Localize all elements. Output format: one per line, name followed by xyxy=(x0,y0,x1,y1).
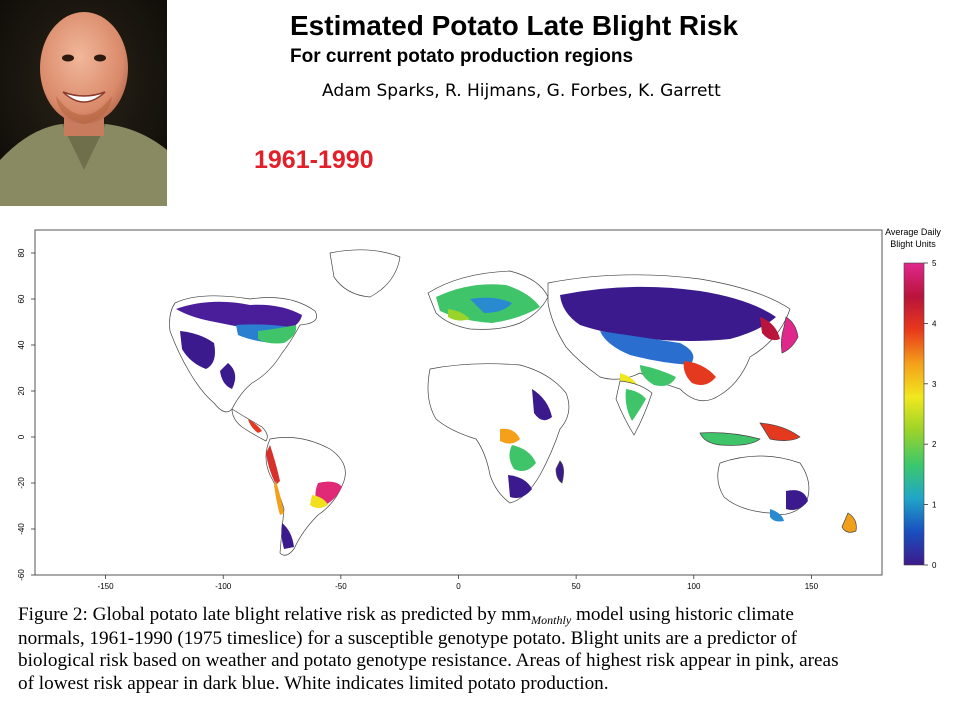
y-tick-label: 40 xyxy=(17,340,26,349)
legend-color-bar xyxy=(903,262,925,566)
x-tick-label: 100 xyxy=(687,582,701,591)
figure-caption: Figure 2: Global potato late blight rela… xyxy=(18,604,948,695)
greenland xyxy=(329,249,401,298)
legend-title-line1: Average Daily xyxy=(885,227,941,237)
legend-tick-label: 2 xyxy=(932,440,937,449)
y-tick-label: 60 xyxy=(17,294,26,303)
y-tick-label: -60 xyxy=(17,569,26,581)
x-tick-label: -50 xyxy=(335,582,347,591)
x-tick-label: -150 xyxy=(98,582,115,591)
japan xyxy=(780,316,799,354)
x-tick-label: 150 xyxy=(805,582,819,591)
x-tick-label: 0 xyxy=(456,582,461,591)
legend-title-line2: Blight Units xyxy=(890,239,936,249)
x-axis: -150 -100 -50 0 50 100 150 xyxy=(98,575,819,591)
legend-ticks: 5 4 3 2 1 0 xyxy=(924,259,937,570)
y-tick-label: 80 xyxy=(17,248,26,257)
page-subtitle: For current potato production regions xyxy=(290,46,634,67)
author-list: Adam Sparks, R. Hijmans, G. Forbes, K. G… xyxy=(322,81,721,101)
x-tick-label: -100 xyxy=(215,582,232,591)
land-layer xyxy=(169,249,857,556)
legend-tick-label: 4 xyxy=(932,319,937,328)
indonesia xyxy=(699,432,761,446)
x-tick-label: 50 xyxy=(572,582,581,591)
y-tick-label: 0 xyxy=(17,434,26,439)
legend-tick-label: 5 xyxy=(932,259,937,268)
central-america xyxy=(231,408,268,442)
south-america xyxy=(265,437,346,556)
y-axis: 80 60 40 20 0 -20 -40 -60 xyxy=(17,248,35,581)
page-title: Estimated Potato Late Blight Risk xyxy=(290,10,739,41)
y-tick-label: -20 xyxy=(17,477,26,489)
time-period-label: 1961-1990 xyxy=(254,146,374,174)
legend-tick-label: 1 xyxy=(932,501,937,510)
caption-line-3: biological risk based on weather and pot… xyxy=(18,650,839,672)
legend-tick-label: 3 xyxy=(932,380,937,389)
y-tick-label: -40 xyxy=(17,523,26,535)
blight-risk-map: -150 -100 -50 0 50 100 150 806040200-20-40-60 … xyxy=(17,227,941,591)
y-tick-label: 20 xyxy=(17,386,26,395)
caption-line-2: normals, 1961-1990 (1975 timeslice) for … xyxy=(18,627,798,649)
presenter-photo xyxy=(0,0,167,206)
caption-line-4: of lowest risk appear in dark blue. Whit… xyxy=(18,672,609,694)
caption-line-1: Figure 2: Global potato late blight rela… xyxy=(18,604,794,627)
new-zealand xyxy=(841,512,857,533)
madagascar xyxy=(555,460,564,484)
legend-tick-label: 0 xyxy=(932,561,937,570)
